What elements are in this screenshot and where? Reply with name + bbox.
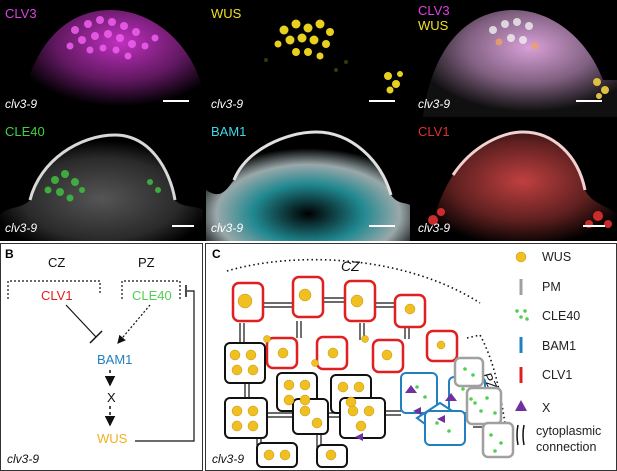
genotype-label: clv3-9 <box>418 221 451 235</box>
marker-label: WUS <box>418 18 449 33</box>
genotype-label: clv3-9 <box>211 97 244 111</box>
cell-network <box>224 251 529 468</box>
legend-pm: PM <box>542 280 561 294</box>
marker-label: BAM1 <box>211 124 247 139</box>
tile-clv1-image <box>428 130 617 241</box>
node-x: X <box>107 390 116 405</box>
scale-bar <box>369 225 395 227</box>
node-wus: WUS <box>97 431 128 446</box>
tile-bam1-image <box>206 130 410 241</box>
tile-merge-image <box>423 10 617 117</box>
genotype-label: clv3-9 <box>212 452 245 466</box>
marker-label: CLV1 <box>418 124 450 139</box>
tile-cle40: CLE40 clv3-9 <box>0 120 203 241</box>
scale-bar <box>583 225 605 227</box>
panel-b-model: B CZ PZ CLV1 CLE40 BAM1 X WUS clv3-9 <box>0 243 203 471</box>
marker-label: CLV3 <box>5 6 37 21</box>
legend-cytoplasmic: cytoplasmic <box>536 424 602 438</box>
node-bam1: BAM1 <box>97 352 133 367</box>
genotype-label: clv3-9 <box>418 97 451 111</box>
scale-bar <box>576 100 602 102</box>
marker-label: CLE40 <box>5 124 45 139</box>
legend-cle40: CLE40 <box>542 309 581 323</box>
tile-cle40-image <box>0 133 203 241</box>
panel-c-diagram: C CZ PZ clv3-9 <box>205 243 617 471</box>
zone-cz-label: CZ <box>341 258 360 274</box>
panel-a-microscopy: A CLV3 clv3-9 WUS clv3-9 <box>0 0 617 241</box>
tile-clv3-wus-merge: CLV3 WUS clv3-9 <box>413 0 617 117</box>
genotype-label: clv3-9 <box>5 221 38 235</box>
tile-clv1: CLV1 clv3-9 <box>413 120 617 241</box>
panel-b-arrows <box>7 280 195 442</box>
tile-bam1: BAM1 clv3-9 <box>206 120 410 241</box>
node-clv1: CLV1 <box>41 288 73 303</box>
tile-wus: WUS clv3-9 <box>206 0 410 117</box>
panel-c-letter: C <box>212 247 221 261</box>
tile-clv3: CLV3 clv3-9 <box>0 0 203 117</box>
panel-b-letter: B <box>5 247 14 261</box>
genotype-label: clv3-9 <box>5 97 38 111</box>
genotype-label: clv3-9 <box>211 221 244 235</box>
legend-wus: WUS <box>542 250 572 264</box>
legend-bam1: BAM1 <box>542 339 577 353</box>
tile-wus-image <box>264 19 403 94</box>
scale-bar <box>369 100 395 102</box>
scale-bar <box>172 225 194 227</box>
tile-clv3-image <box>20 10 203 117</box>
legend-connection: connection <box>536 440 597 454</box>
genotype-label: clv3-9 <box>7 452 40 466</box>
marker-label: WUS <box>211 6 242 21</box>
scale-bar <box>163 100 189 102</box>
node-cle40: CLE40 <box>132 288 172 303</box>
legend-x: X <box>542 401 551 415</box>
zone-pz-label: PZ <box>138 255 155 270</box>
legend-clv1: CLV1 <box>542 368 573 382</box>
zone-cz-label: CZ <box>48 255 66 270</box>
legend-symbols <box>515 251 529 446</box>
marker-label: CLV3 <box>418 3 450 18</box>
